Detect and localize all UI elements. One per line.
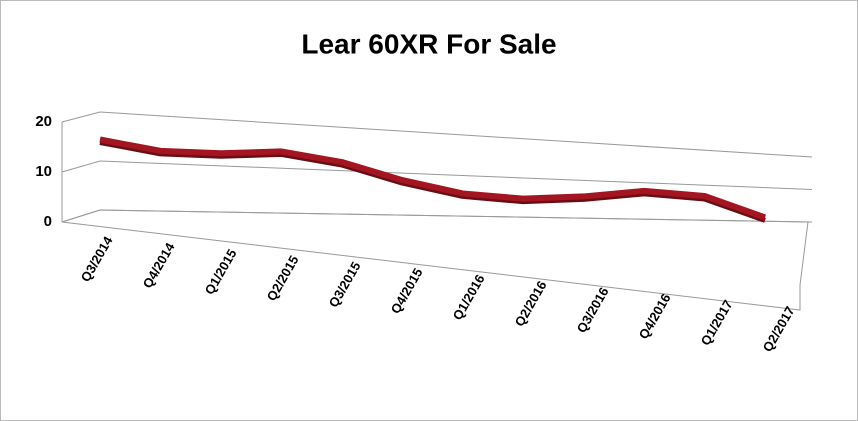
- chart-title: Lear 60XR For Sale: [301, 28, 556, 59]
- y-tick-label: 10: [35, 163, 52, 180]
- line: [99, 136, 767, 221]
- grid-line: [61, 111, 813, 158]
- y-tick-label: 0: [44, 213, 52, 230]
- grid-line: [61, 209, 813, 223]
- grid-line: [61, 160, 813, 190]
- y-tick-label: 20: [35, 113, 52, 130]
